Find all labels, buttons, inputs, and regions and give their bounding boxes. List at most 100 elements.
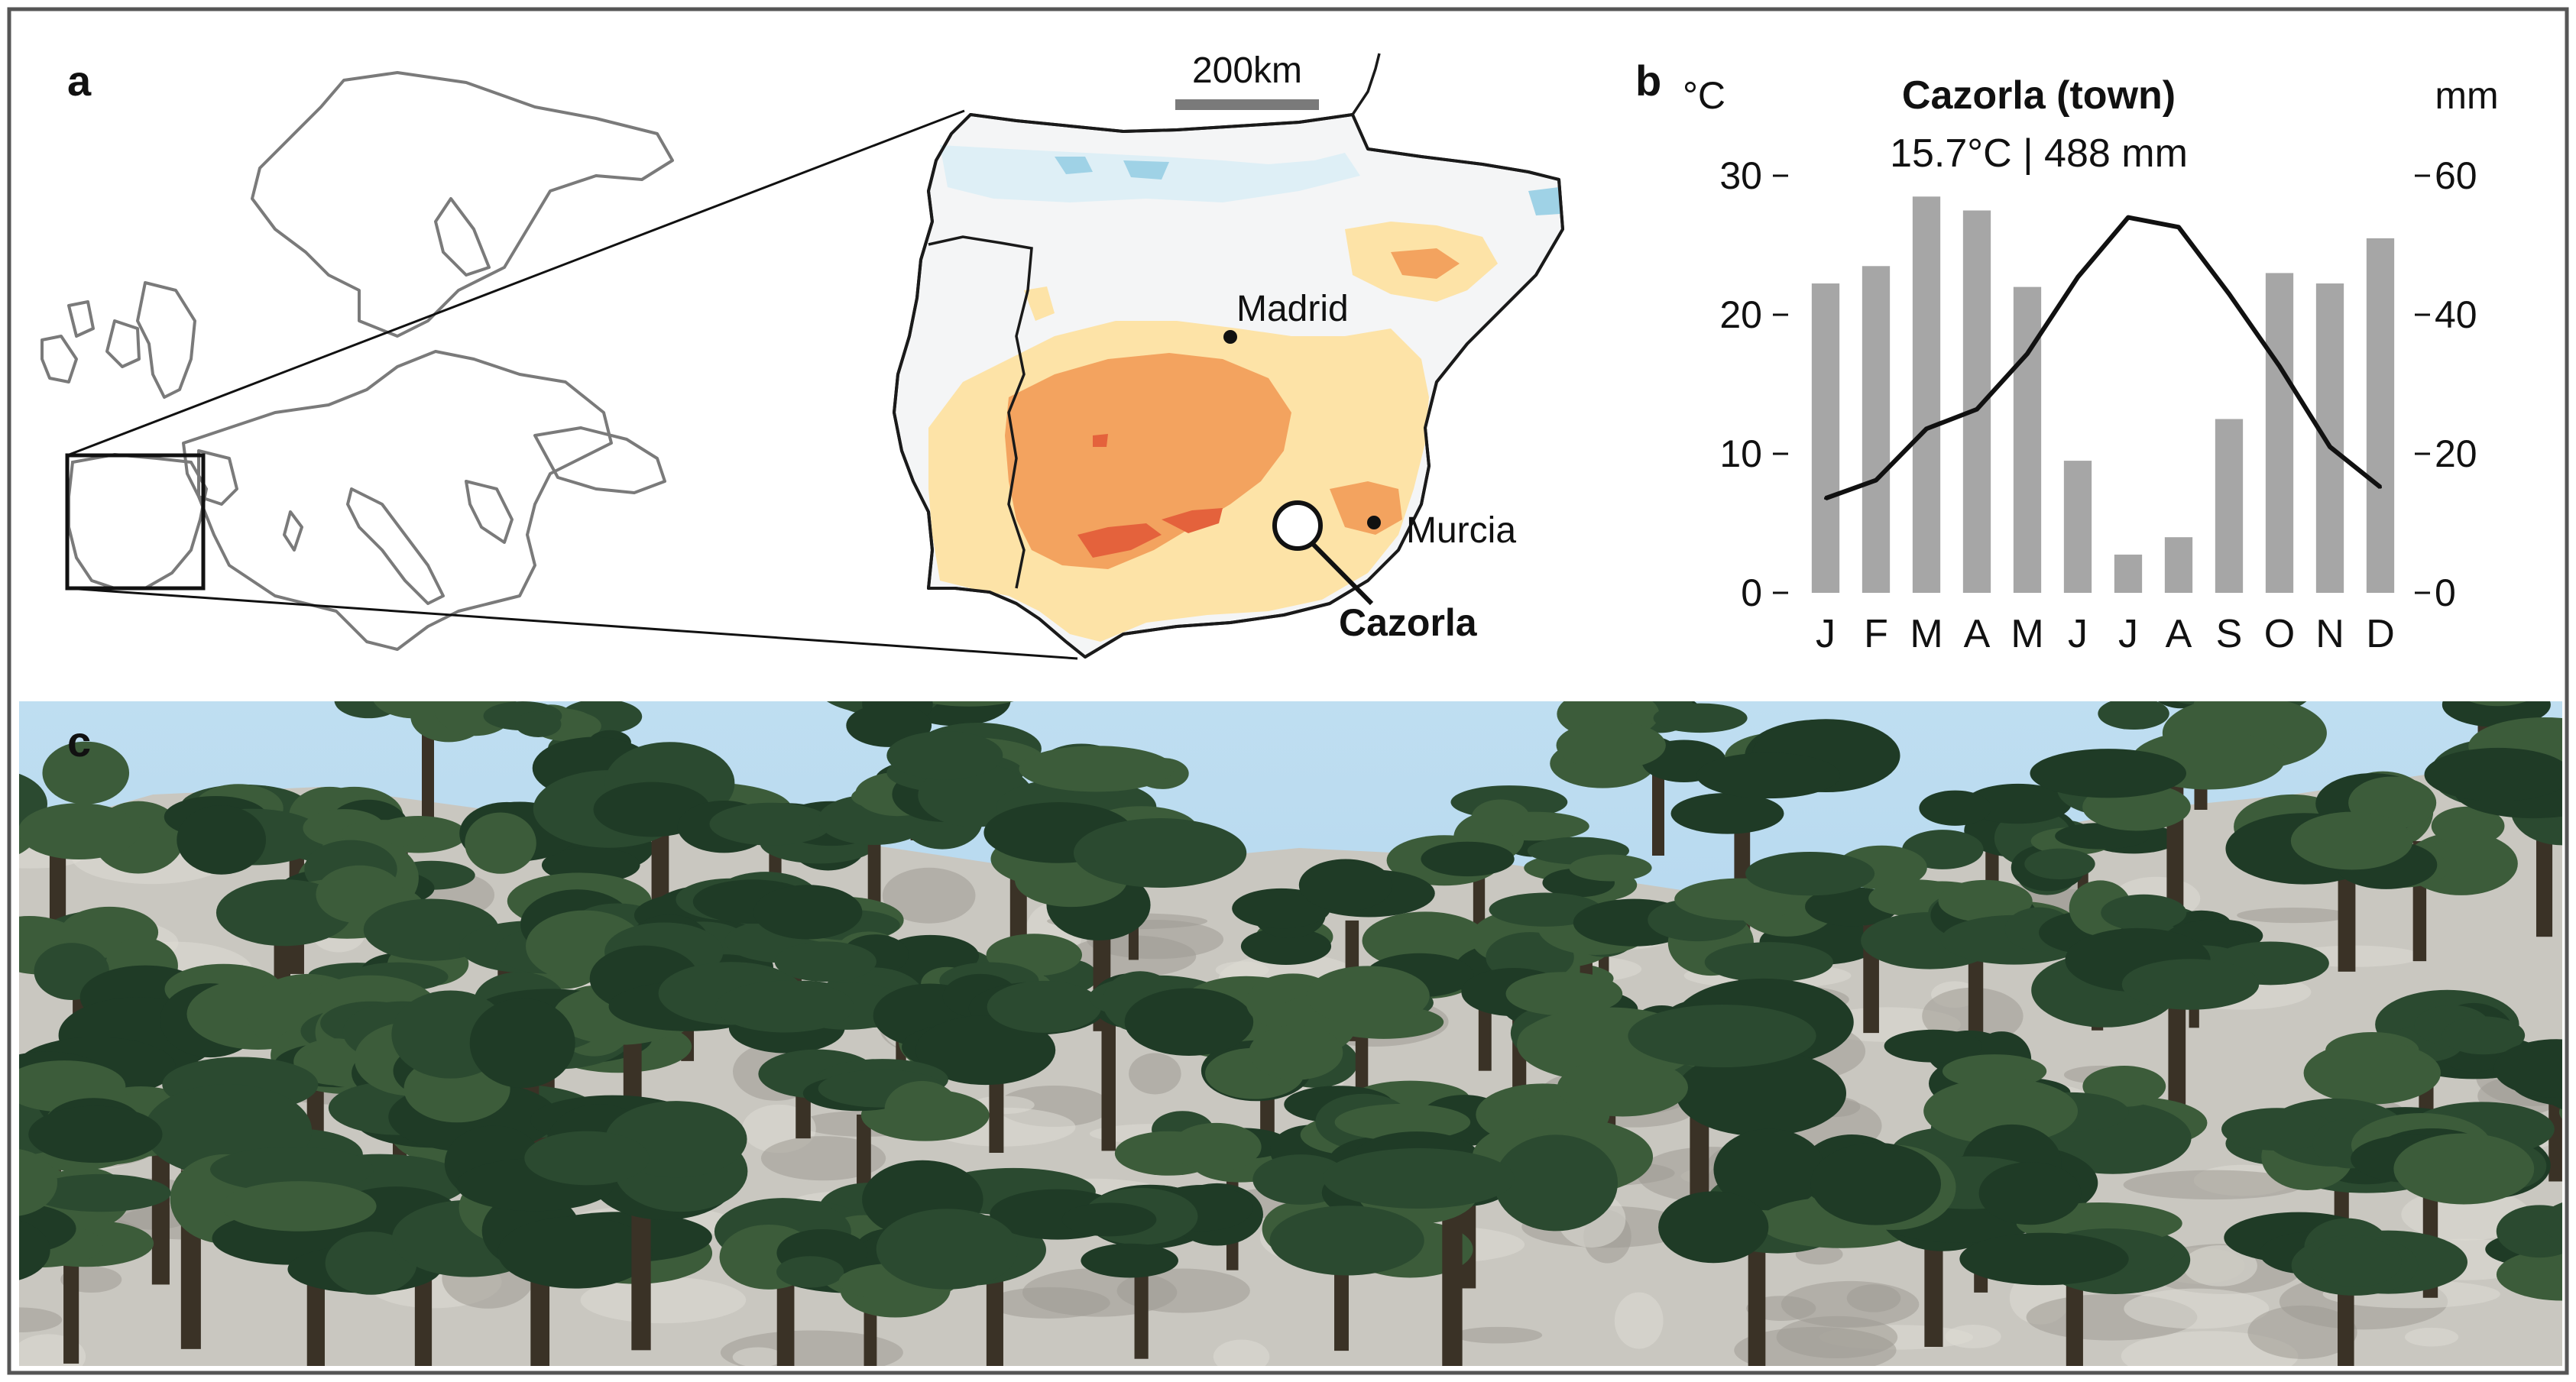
month-label: J xyxy=(2118,612,2138,656)
pine-canopy xyxy=(1269,1206,1424,1276)
month-label: J xyxy=(1816,612,1836,656)
pine-canopy xyxy=(1670,793,1784,834)
pine-canopy xyxy=(2493,1039,2562,1099)
right-tick-label: 40 xyxy=(2435,293,2477,336)
pine-canopy xyxy=(1421,841,1515,877)
pine-canopy xyxy=(469,998,575,1089)
pine-canopy xyxy=(1696,752,1841,799)
temp-point-6 xyxy=(2076,275,2079,279)
pine-tree xyxy=(1923,1066,2208,1271)
warm-dark-patch-3 xyxy=(1093,434,1108,447)
warm-mid-murcia xyxy=(1330,481,1402,535)
chart-subtitle: 15.7°C | 488 mm xyxy=(1890,131,2188,176)
iberia-outline-small xyxy=(67,452,209,590)
pine-canopy xyxy=(19,1220,50,1280)
month-label: F xyxy=(1864,612,1888,656)
pine-tree xyxy=(1386,785,1589,943)
pine-canopy xyxy=(2393,1133,2535,1205)
pine-canopy xyxy=(753,885,863,940)
pine-canopy xyxy=(1938,879,2033,923)
pine-canopy xyxy=(1240,927,1332,966)
month-label: M xyxy=(2011,612,2043,656)
temp-point-5 xyxy=(2026,351,2029,355)
pine-canopy xyxy=(1923,1078,2079,1144)
pine-trunk xyxy=(1101,1023,1116,1151)
pine-canopy xyxy=(1556,721,1666,770)
precip-bar-1 xyxy=(1811,283,1840,593)
scale-bar-label: 200km xyxy=(1192,50,1302,91)
pine-canopy xyxy=(2221,1108,2333,1151)
zoom-line-top xyxy=(66,109,965,457)
cool-patch-dark xyxy=(1055,157,1169,180)
month-label: S xyxy=(2216,612,2243,656)
month-label: A xyxy=(2166,612,2192,656)
temp-point-10 xyxy=(2278,364,2281,368)
iberia-coastline xyxy=(893,113,1564,659)
pine-trunk xyxy=(2569,1254,2576,1376)
pine-canopy xyxy=(2442,1016,2526,1055)
rock-patch xyxy=(1614,1292,1664,1349)
month-label: M xyxy=(1910,612,1943,656)
warm-dark-patch-1 xyxy=(1077,523,1162,558)
pine-tree xyxy=(2290,773,2518,962)
pine-canopy xyxy=(1704,942,1834,982)
panel-c-photo xyxy=(19,701,2576,1376)
rock-patch xyxy=(1129,1053,1181,1095)
pine-tree xyxy=(758,1049,990,1244)
pine-canopy xyxy=(177,805,267,875)
month-label: D xyxy=(2366,612,2395,656)
portugal-border xyxy=(928,235,1033,589)
france-border xyxy=(1351,53,1381,115)
cool-patch-east xyxy=(1528,187,1560,215)
pine-canopy xyxy=(1323,1147,1515,1209)
warm-mid-region xyxy=(1005,353,1291,569)
pine-canopy xyxy=(1959,1232,2129,1286)
pine-tree xyxy=(1470,892,1695,1047)
pine-canopy xyxy=(876,1209,1019,1290)
pine-canopy xyxy=(2030,749,2186,798)
pine-canopy xyxy=(884,1081,960,1138)
pine-canopy xyxy=(42,741,130,804)
pine-canopy xyxy=(30,1173,171,1212)
month-label: O xyxy=(2264,612,2295,656)
rock-patch xyxy=(1213,1339,1270,1366)
rock-patch xyxy=(1734,1327,1897,1366)
pine-tree xyxy=(455,1101,748,1351)
pine-tree xyxy=(983,802,1247,1031)
pine-canopy xyxy=(1171,1122,1262,1171)
pine-canopy xyxy=(2290,811,2413,870)
rock-patch xyxy=(2182,1244,2257,1287)
pine-canopy xyxy=(709,802,832,846)
pine-canopy xyxy=(2431,806,2505,846)
precip-bar-6 xyxy=(2063,461,2092,593)
pine-canopy xyxy=(715,980,854,1033)
pine-canopy xyxy=(886,731,1003,780)
pine-canopy xyxy=(1505,972,1623,1016)
pine-canopy xyxy=(1557,1058,1688,1117)
pine-tree xyxy=(2424,717,2562,937)
pine-tree xyxy=(2485,1202,2576,1376)
pine-tree xyxy=(2312,1102,2555,1298)
pine-tree xyxy=(1959,1162,2191,1366)
pine-canopy xyxy=(1964,783,2072,824)
panel-label-a: a xyxy=(67,57,92,105)
left-tick-label: 10 xyxy=(1719,432,1762,475)
pine-tree xyxy=(1861,879,2088,1057)
pine-canopy xyxy=(1334,1103,1471,1141)
pine-canopy xyxy=(2098,701,2169,730)
month-label: N xyxy=(2315,612,2344,656)
pine-canopy xyxy=(221,1181,377,1232)
pine-canopy xyxy=(2101,894,2187,931)
cazorla-marker xyxy=(1272,500,1323,551)
left-tick-label: 20 xyxy=(1719,293,1762,336)
pine-canopy xyxy=(1713,1128,1826,1211)
precip-bar-2 xyxy=(1862,266,1891,593)
rock-patch xyxy=(2124,1288,2270,1329)
pine-canopy xyxy=(28,1105,163,1164)
rock-patch xyxy=(760,1136,886,1181)
pine-tree xyxy=(1269,1117,1654,1366)
pine-tree xyxy=(1232,859,1435,1041)
pine-canopy xyxy=(524,1131,650,1186)
cazorla-label: Cazorla xyxy=(1339,601,1478,644)
pine-canopy xyxy=(1362,911,1489,970)
